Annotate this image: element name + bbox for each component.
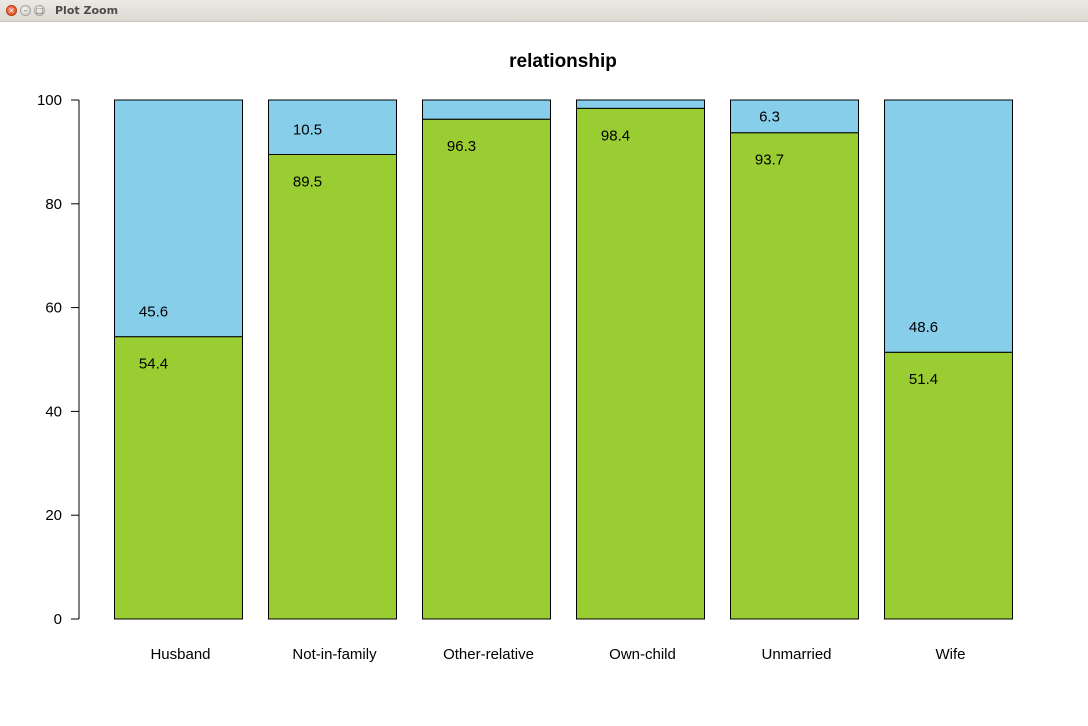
bar-group: 98.4 (576, 99, 705, 620)
bar-segment-bottom (884, 351, 1013, 620)
y-tick-label: 60 (45, 300, 62, 317)
bar-value-label: 54.4 (139, 356, 168, 373)
bar-value-label: 93.7 (755, 152, 784, 169)
bars: 54.4 45.6 89.5 10.5 96.3 98.4 93.7 6.3 51.4 48.6 (114, 99, 1013, 620)
bar-segment-top (884, 99, 1013, 353)
bar-segment-top (114, 99, 243, 338)
y-axis: 0 20 40 60 80 100 (37, 92, 80, 628)
bar-group: 96.3 (422, 99, 551, 620)
x-category-label: Wife (936, 646, 966, 663)
stacked-bar-chart: relationship 0 20 40 60 80 100 54.4 45.6 89.5 10… (37, 51, 1013, 663)
minimize-icon[interactable]: – (20, 5, 31, 16)
bar-value-label: 45.6 (139, 304, 168, 321)
bar-segment-bottom (730, 132, 859, 620)
bar-segment-top (422, 99, 551, 120)
bar-value-label: 89.5 (293, 173, 322, 190)
window-title: Plot Zoom (55, 4, 119, 17)
bar-segment-bottom (576, 107, 705, 620)
bar-segment-top (576, 99, 705, 109)
bar-segment-bottom (114, 336, 243, 620)
bar-value-label: 98.4 (601, 127, 630, 144)
window-titlebar[interactable]: × – □ Plot Zoom (0, 0, 1088, 22)
bar-group: 89.5 10.5 (268, 99, 397, 620)
x-category-label: Own-child (609, 646, 676, 663)
plot-area: relationship 0 20 40 60 80 100 54.4 45.6 89.5 10… (0, 22, 1088, 722)
close-icon[interactable]: × (6, 5, 17, 16)
x-category-label: Not-in-family (292, 646, 377, 663)
y-tick-label: 40 (45, 403, 62, 420)
bar-segment-bottom (268, 153, 397, 620)
y-tick-label: 100 (37, 92, 62, 109)
bar-group: 93.7 6.3 (730, 99, 859, 620)
y-tick-label: 0 (54, 611, 62, 628)
bar-segment-top (730, 99, 859, 134)
x-category-label: Husband (150, 646, 210, 663)
bar-value-label: 51.4 (909, 371, 938, 388)
bar-value-label: 6.3 (759, 108, 780, 125)
x-axis-labels: Husband Not-in-family Other-relative Own-ch… (150, 646, 965, 663)
bar-group: 51.4 48.6 (884, 99, 1013, 620)
bar-value-label: 10.5 (293, 121, 322, 138)
y-tick-label: 20 (45, 507, 62, 524)
bar-segment-bottom (422, 118, 551, 620)
x-category-label: Other-relative (443, 646, 534, 663)
bar-group: 54.4 45.6 (114, 99, 243, 620)
chart-title: relationship (509, 51, 617, 72)
y-tick-label: 80 (45, 196, 62, 213)
bar-segment-top (268, 99, 397, 155)
bar-value-label: 48.6 (909, 319, 938, 336)
bar-value-label: 96.3 (447, 138, 476, 155)
x-category-label: Unmarried (761, 646, 831, 663)
maximize-icon[interactable]: □ (34, 5, 45, 16)
